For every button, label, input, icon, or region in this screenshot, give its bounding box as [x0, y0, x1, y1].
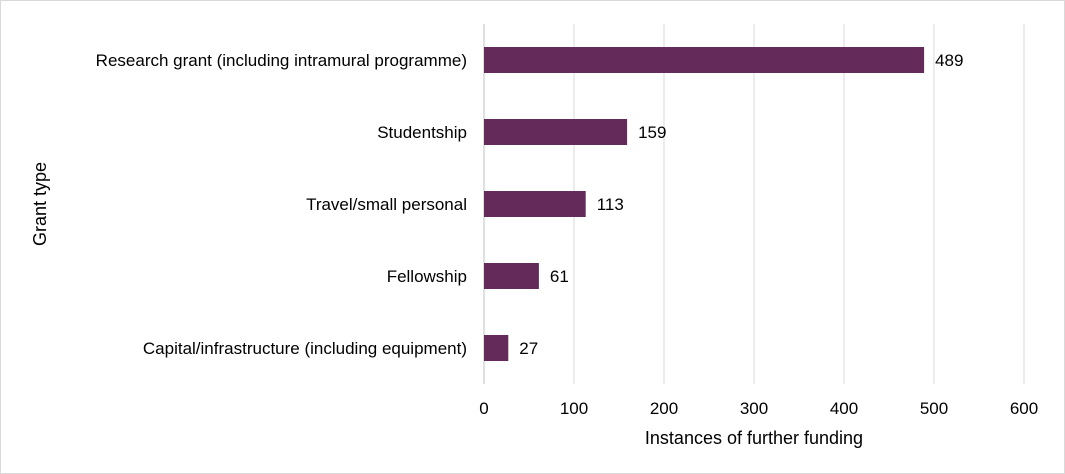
bar [484, 119, 628, 145]
x-tick-label: 500 [920, 399, 948, 418]
category-label: Research grant (including intramural pro… [96, 51, 467, 70]
bar [484, 47, 925, 73]
data-label: 159 [638, 123, 666, 142]
category-label: Studentship [377, 123, 467, 142]
bar [484, 335, 509, 361]
x-axis-title: Instances of further funding [645, 428, 863, 448]
category-labels: Research grant (including intramural pro… [96, 51, 467, 358]
x-tick-label: 300 [740, 399, 768, 418]
category-label: Capital/infrastructure (including equipm… [143, 339, 467, 358]
category-label: Travel/small personal [306, 195, 467, 214]
x-tick-label: 400 [830, 399, 858, 418]
x-tick-label: 100 [560, 399, 588, 418]
data-label: 489 [935, 51, 963, 70]
x-tick-labels: 0 100 200 300 400 500 600 [479, 399, 1038, 418]
data-labels: 489 159 113 61 27 [519, 51, 963, 358]
bar [484, 191, 586, 217]
data-label: 61 [550, 267, 569, 286]
bar [484, 263, 539, 289]
bars [484, 47, 925, 361]
x-tick-label: 600 [1010, 399, 1038, 418]
y-axis-title: Grant type [30, 162, 50, 246]
category-label: Fellowship [387, 267, 467, 286]
x-tick-label: 0 [479, 399, 488, 418]
data-label: 27 [519, 339, 538, 358]
data-label: 113 [597, 195, 624, 214]
gridlines [483, 24, 1025, 384]
x-tick-label: 200 [650, 399, 678, 418]
